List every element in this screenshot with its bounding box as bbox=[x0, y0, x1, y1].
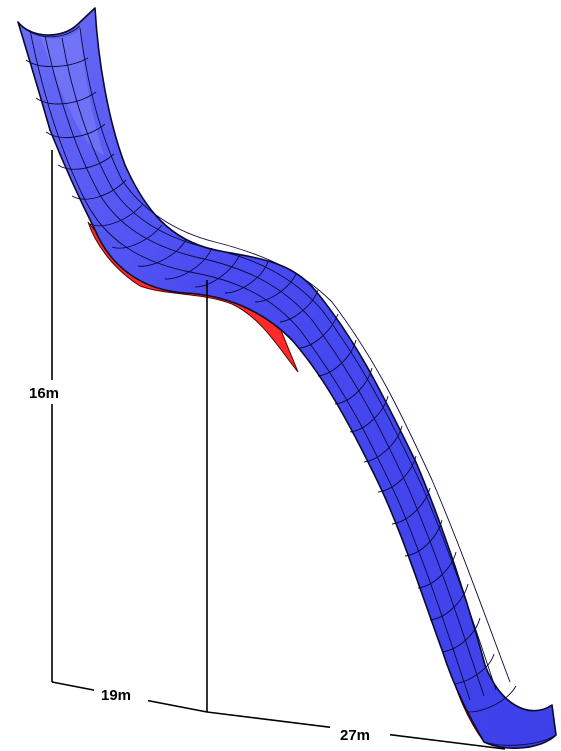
horizontal-second-label-bg bbox=[330, 722, 390, 746]
horizontal-second-label: 27m bbox=[340, 727, 370, 744]
slide-outline bbox=[17, 7, 557, 749]
slide-mesh bbox=[17, 21, 557, 746]
slide-highlight bbox=[40, 30, 104, 155]
slide-body bbox=[18, 8, 556, 749]
height-label-bg bbox=[28, 380, 78, 404]
height-label: 16m bbox=[29, 385, 59, 402]
horizontal-first-label: 19m bbox=[101, 687, 131, 704]
horizontal-first-label-bg bbox=[94, 684, 148, 706]
